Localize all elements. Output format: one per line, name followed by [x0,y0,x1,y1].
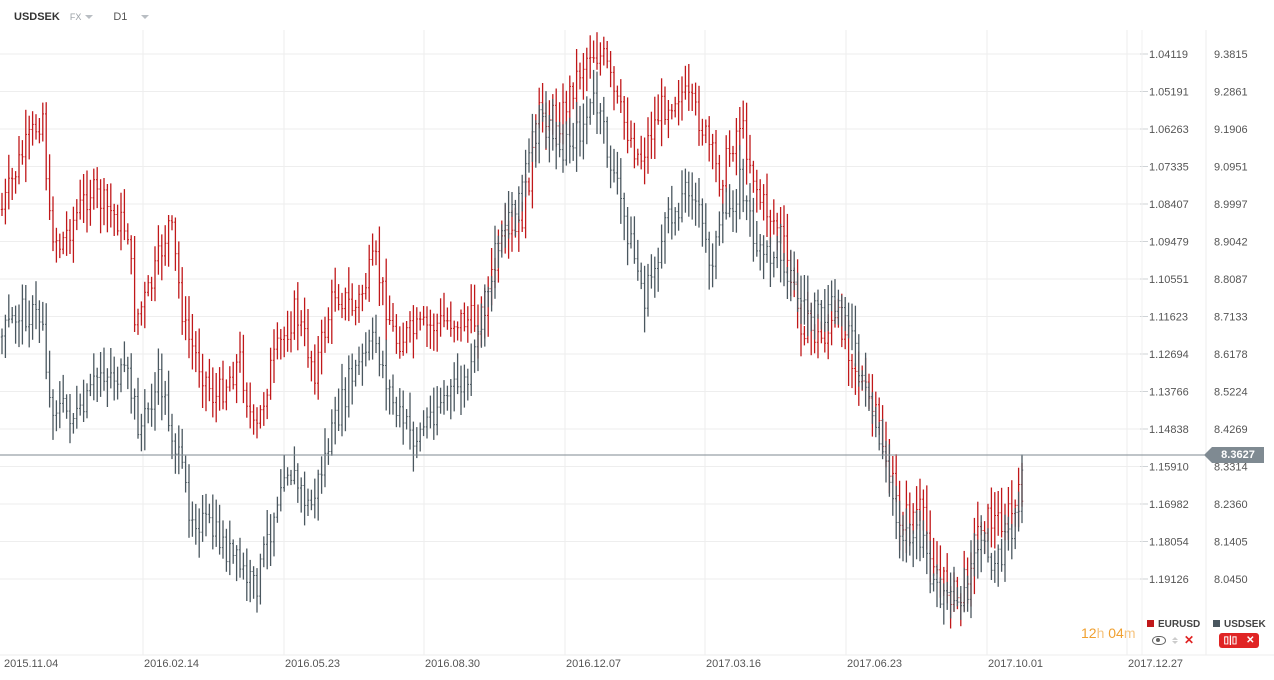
eurusd-series-controls: ✕ [1152,633,1194,647]
legend-label: USDSEK [1224,619,1266,630]
usdsek-series-controls: ▯|▯ ✕ [1219,633,1259,648]
right-axis-tick: 8.9997 [1214,199,1248,211]
timer-minutes-unit: m [1123,625,1136,641]
left-axis-tick: 1.09479 [1149,237,1189,249]
right-axis-tick: 8.7133 [1214,312,1248,324]
right-axis-tick: 8.3314 [1214,462,1248,474]
candle-countdown-timer: 12h 04m [1081,625,1136,641]
series-color-swatch [1213,620,1220,627]
x-axis-date-label: 2015.11.04 [4,658,58,670]
left-axis-tick: 1.14838 [1149,424,1189,436]
series-usdsek [0,69,1024,625]
x-axis-date-label: 2017.03.16 [706,658,761,670]
right-axis-tick: 8.0450 [1214,574,1248,586]
legend-item-eurusd[interactable]: EURUSD [1147,619,1200,630]
instrument-type-label: FX [69,12,82,22]
symbol-label[interactable]: USDSEK [14,11,60,23]
right-axis-tick: 9.1906 [1214,124,1248,136]
reorder-arrows-icon[interactable] [1172,636,1178,644]
remove-series-icon[interactable]: ✕ [1184,633,1195,647]
ohlc-bars-icon: ▯|▯ [1223,635,1238,646]
right-axis-tick: 8.8087 [1214,274,1248,286]
right-axis-tick: 9.2861 [1214,87,1248,99]
series-color-swatch [1147,620,1154,627]
right-axis-tick: 8.6178 [1214,349,1248,361]
right-axis-tick: 9.3815 [1214,49,1248,61]
close-icon[interactable]: ✕ [1246,635,1255,646]
timer-minutes: 04 [1108,625,1124,641]
left-axis-tick: 1.12694 [1149,349,1189,361]
right-axis-tick: 8.5224 [1214,387,1248,399]
timeframe-label: D1 [113,11,128,23]
series-eurusd [0,32,1024,629]
right-axis-tick: 8.9042 [1214,237,1248,249]
x-axis-date-label: 2016.02.14 [144,658,199,670]
timeframe-dropdown[interactable]: D1 [103,11,150,23]
left-axis-tick: 1.10551 [1149,274,1189,286]
last-price-badge: 8.3627 [1204,447,1264,463]
left-axis-tick: 1.15910 [1149,462,1189,474]
chevron-down-icon [85,15,94,20]
left-axis-tick: 1.05191 [1149,87,1189,99]
left-axis-tick: 1.04119 [1149,49,1188,61]
timer-hours: 12 [1081,625,1097,641]
left-axis-tick: 1.16982 [1149,499,1189,511]
x-axis-date-label: 2017.06.23 [847,658,902,670]
x-axis-date-label: 2017.10.01 [988,658,1043,670]
left-axis-tick: 1.07335 [1149,162,1189,174]
eye-icon[interactable] [1152,635,1166,645]
chart-header: USDSEK FX D1 [0,0,1220,34]
left-axis-tick: 1.19126 [1149,574,1189,586]
timer-hours-unit: h [1096,625,1105,641]
x-axis-date-label: 2016.05.23 [285,658,340,670]
right-axis-tick: 8.4269 [1214,424,1248,436]
x-axis-date-label: 2017.12.27 [1128,658,1183,670]
instrument-type-dropdown[interactable]: FX [70,11,94,23]
right-axis-tick: 8.1405 [1214,537,1248,549]
right-axis-tick: 9.0951 [1214,162,1248,174]
left-axis-tick: 1.13766 [1149,387,1189,399]
x-axis-date-label: 2016.08.30 [425,658,480,670]
left-axis-tick: 1.18054 [1149,537,1189,549]
right-axis-tick: 8.2360 [1214,499,1248,511]
chevron-down-icon [141,15,150,20]
x-axis-date-label: 2016.12.07 [566,658,621,670]
legend-label: EURUSD [1158,619,1201,630]
chart-type-toggle-button[interactable]: ▯|▯ ✕ [1219,633,1259,648]
left-axis-tick: 1.06263 [1149,124,1189,136]
legend-item-usdsek[interactable]: USDSEK [1213,619,1266,630]
left-axis-tick: 1.08407 [1149,199,1189,211]
left-axis-tick: 1.11623 [1149,312,1188,324]
